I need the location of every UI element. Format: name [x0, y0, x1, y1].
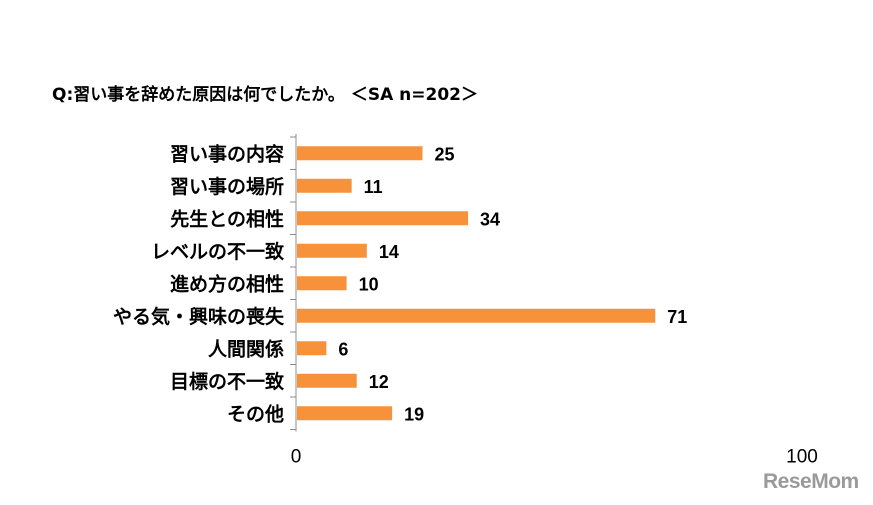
category-label: その他 [227, 402, 284, 425]
value-label: 25 [435, 144, 455, 164]
chart-title: Q:習い事を辞めた原因は何でしたか。 ＜SA n=202＞ [52, 85, 478, 105]
resemom-logo: ReseMom [763, 470, 859, 493]
value-label: 10 [359, 274, 379, 294]
bar [297, 373, 357, 388]
category-label: 進め方の相性 [170, 272, 284, 295]
value-label: 71 [667, 307, 687, 327]
category-label: 習い事の場所 [170, 175, 284, 198]
bar [297, 341, 327, 356]
bar [297, 406, 393, 421]
category-label: 人間関係 [208, 337, 284, 360]
category-label: 目標の不一致 [170, 370, 285, 393]
bar [297, 276, 347, 291]
bar [297, 211, 469, 226]
bar [297, 308, 656, 323]
value-label: 6 [338, 339, 348, 359]
bar [297, 146, 423, 161]
value-label: 14 [379, 242, 399, 262]
bar [297, 178, 352, 193]
category-label: やる気・興味の喪失 [113, 305, 285, 328]
x-tick-label: 100 [786, 447, 818, 468]
value-label: 34 [480, 209, 500, 229]
value-label: 19 [404, 404, 424, 424]
category-label: 習い事の内容 [170, 142, 284, 165]
category-label: レベルの不一致 [151, 240, 285, 263]
category-label: 先生との相性 [170, 207, 284, 230]
value-label: 12 [369, 372, 389, 392]
value-label: 11 [364, 177, 383, 197]
bar [297, 243, 367, 258]
x-tick-label: 0 [291, 447, 302, 468]
